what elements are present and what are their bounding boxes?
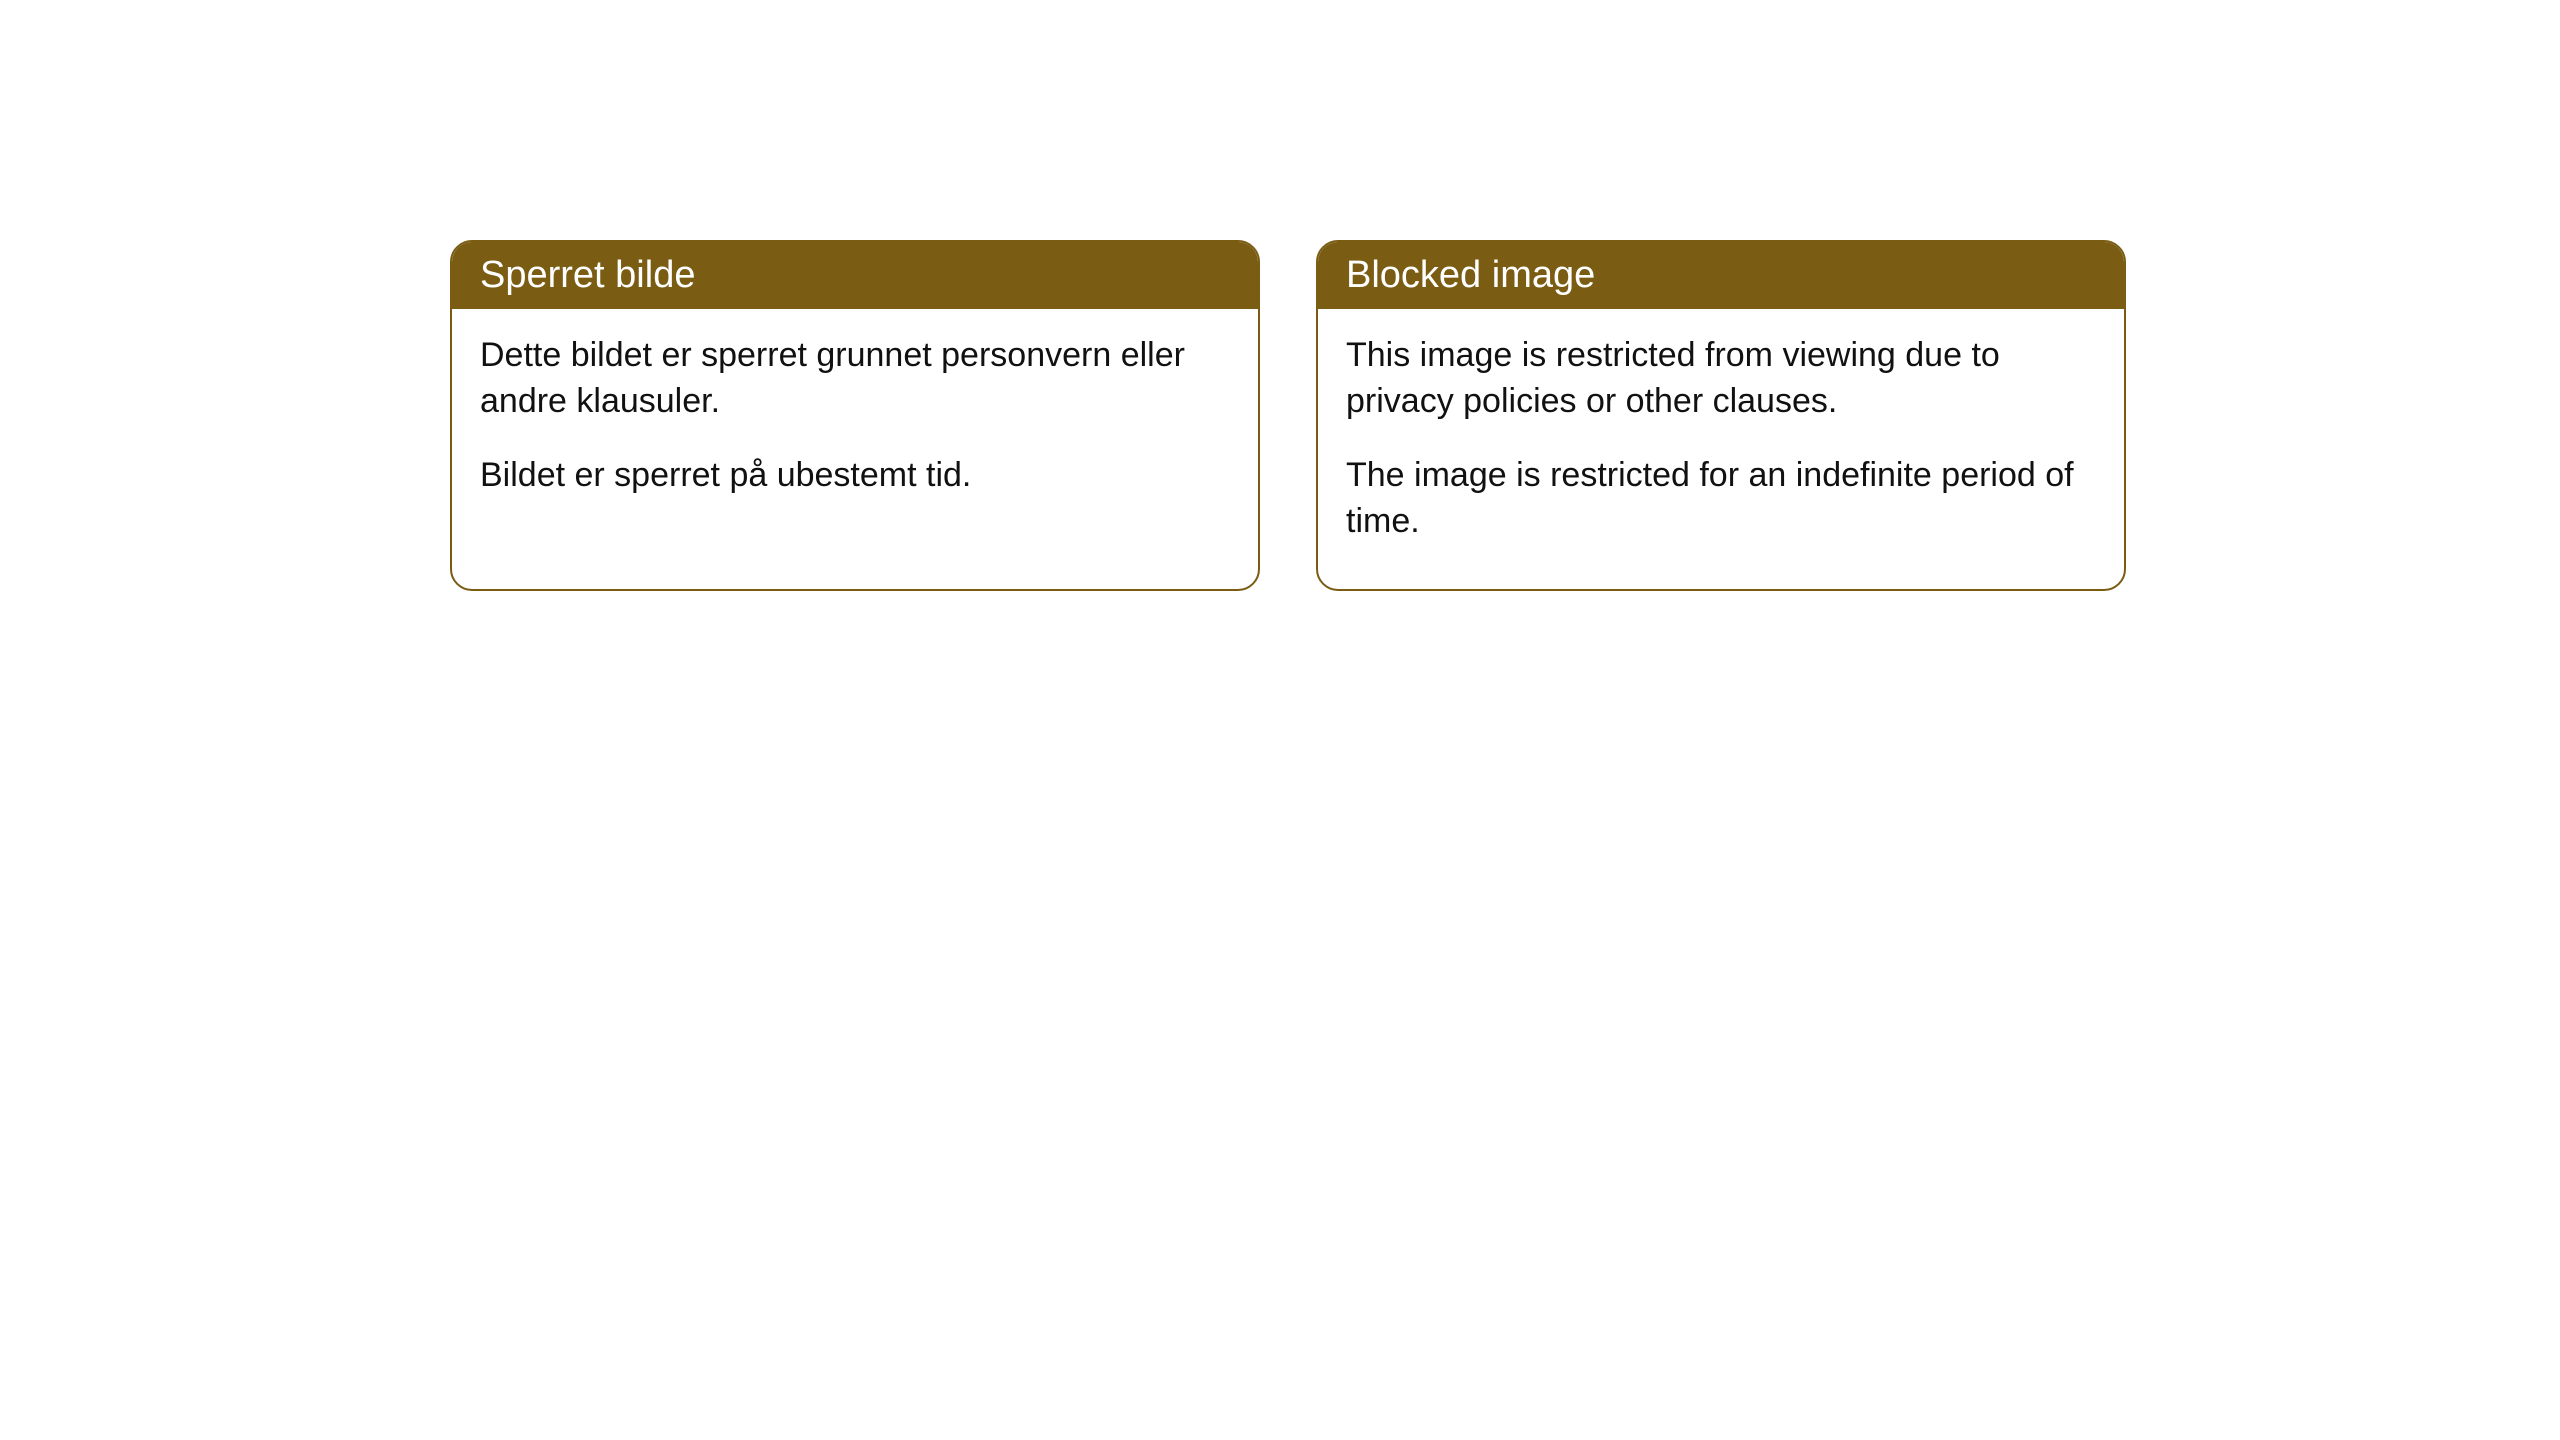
card-header-no: Sperret bilde	[452, 242, 1258, 309]
card-text-no-2: Bildet er sperret på ubestemt tid.	[480, 453, 1230, 499]
blocked-image-card-no: Sperret bilde Dette bildet er sperret gr…	[450, 240, 1260, 591]
card-header-en: Blocked image	[1318, 242, 2124, 309]
card-body-en: This image is restricted from viewing du…	[1318, 309, 2124, 589]
card-text-en-2: The image is restricted for an indefinit…	[1346, 453, 2096, 545]
card-text-en-1: This image is restricted from viewing du…	[1346, 333, 2096, 425]
card-text-no-1: Dette bildet er sperret grunnet personve…	[480, 333, 1230, 425]
cards-container: Sperret bilde Dette bildet er sperret gr…	[0, 0, 2560, 591]
card-body-no: Dette bildet er sperret grunnet personve…	[452, 309, 1258, 543]
blocked-image-card-en: Blocked image This image is restricted f…	[1316, 240, 2126, 591]
